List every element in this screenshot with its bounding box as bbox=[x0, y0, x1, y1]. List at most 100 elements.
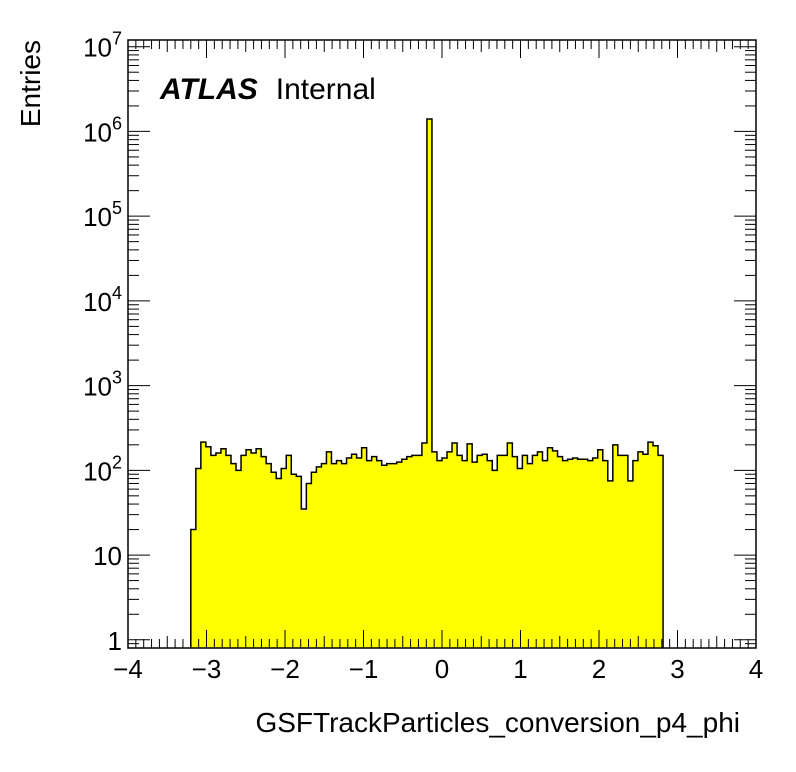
histogram-bar bbox=[401, 459, 408, 648]
histogram-bar bbox=[301, 508, 307, 648]
histogram-bar bbox=[241, 455, 247, 648]
histogram-bar bbox=[607, 480, 614, 648]
histogram-bar bbox=[567, 459, 574, 648]
histogram-bar bbox=[366, 460, 373, 648]
histogram-bar bbox=[205, 446, 212, 648]
x-tick-label: 1 bbox=[513, 654, 527, 684]
histogram-bar bbox=[291, 474, 297, 648]
x-tick-label: 4 bbox=[749, 654, 763, 684]
histogram-bar bbox=[647, 442, 654, 648]
histogram-bar bbox=[562, 460, 568, 648]
histogram-bar bbox=[542, 460, 548, 648]
histogram-bar bbox=[467, 443, 473, 648]
histogram-bar bbox=[391, 463, 398, 648]
y-axis: 1 10 102 103 104 105 106 107 bbox=[83, 29, 756, 656]
histogram-bar bbox=[642, 454, 649, 648]
histogram-bar bbox=[442, 457, 448, 648]
histogram-bar bbox=[321, 463, 327, 648]
histogram-bar bbox=[356, 457, 363, 648]
histogram-bar bbox=[256, 448, 262, 648]
histogram-bar bbox=[331, 463, 337, 648]
histogram-bar bbox=[472, 462, 478, 648]
histogram-bar bbox=[421, 443, 428, 648]
histogram-bar bbox=[246, 449, 252, 648]
histogram-bar bbox=[482, 454, 488, 648]
histogram-bar bbox=[371, 456, 378, 648]
histogram-bar bbox=[296, 476, 302, 648]
histogram-bar bbox=[336, 460, 342, 648]
histogram-bar bbox=[457, 455, 463, 648]
histogram-bar bbox=[286, 455, 292, 648]
histogram-bar bbox=[230, 463, 237, 648]
histogram-bar bbox=[190, 529, 197, 648]
histogram-bar bbox=[537, 451, 543, 648]
histogram-bar bbox=[215, 453, 222, 648]
histogram-bar bbox=[447, 451, 453, 648]
histogram-bar bbox=[210, 455, 217, 648]
atlas-label-bold: ATLAS bbox=[159, 73, 258, 106]
histogram-bar bbox=[552, 450, 558, 648]
histogram-bar bbox=[637, 451, 644, 648]
histogram-bar bbox=[341, 463, 347, 648]
histogram-bar bbox=[271, 472, 277, 648]
histogram-bar bbox=[522, 455, 528, 648]
histogram-bar bbox=[266, 463, 272, 648]
histogram-bar bbox=[507, 443, 513, 648]
histogram-bar bbox=[587, 460, 594, 648]
histogram-bar bbox=[220, 448, 227, 648]
y-tick-label: 10 bbox=[93, 541, 122, 571]
histogram-bar bbox=[612, 444, 619, 648]
histogram-bar bbox=[502, 455, 508, 648]
histogram-bar bbox=[326, 451, 332, 648]
x-tick-label: −3 bbox=[192, 654, 222, 684]
x-tick-label: 3 bbox=[670, 654, 684, 684]
histogram-bar bbox=[658, 455, 664, 648]
x-tick-label: −2 bbox=[270, 654, 300, 684]
histogram-bar bbox=[386, 463, 393, 648]
histogram-bar bbox=[261, 456, 267, 648]
histogram-bar bbox=[361, 447, 368, 648]
histogram-bar bbox=[195, 468, 202, 648]
histogram-bar bbox=[532, 455, 538, 648]
histogram-bar bbox=[492, 470, 498, 648]
histogram-bar bbox=[431, 451, 438, 648]
x-tick-label: −1 bbox=[349, 654, 379, 684]
histogram-bar bbox=[497, 455, 503, 648]
histogram-bar bbox=[200, 442, 207, 648]
histogram-bar bbox=[517, 468, 523, 648]
histogram-bar bbox=[351, 454, 357, 648]
histogram-bar bbox=[577, 459, 584, 648]
histogram-bar bbox=[597, 449, 604, 648]
histogram-bar bbox=[225, 455, 232, 648]
y-tick-label: 106 bbox=[83, 113, 122, 147]
histogram-bar bbox=[416, 455, 423, 648]
histogram-bar bbox=[582, 459, 589, 648]
histogram-bars bbox=[190, 118, 664, 649]
histogram-outline bbox=[190, 118, 664, 648]
histogram-bar bbox=[653, 445, 659, 648]
histogram-bar bbox=[406, 456, 413, 648]
histogram-bar bbox=[411, 455, 418, 648]
histogram-bar bbox=[627, 480, 634, 648]
atlas-label: ATLAS Internal bbox=[159, 73, 376, 106]
histogram-bar bbox=[622, 455, 629, 648]
histogram-bar bbox=[557, 456, 563, 648]
x-axis-title: GSFTrackParticles_conversion_p4_phi bbox=[255, 707, 740, 738]
x-tick-label: −4 bbox=[113, 654, 143, 684]
x-tick-label: 0 bbox=[435, 654, 449, 684]
y-axis-title: Entries bbox=[15, 40, 46, 127]
histogram-bar bbox=[251, 453, 257, 648]
x-tick-label: 2 bbox=[592, 654, 606, 684]
histogram-bar bbox=[306, 483, 312, 648]
histogram-bar bbox=[316, 466, 322, 648]
histogram-bar bbox=[602, 460, 609, 648]
histogram-bar bbox=[592, 457, 599, 648]
y-tick-label: 103 bbox=[83, 368, 122, 402]
histogram-bar bbox=[512, 456, 518, 648]
histogram-bar bbox=[311, 472, 317, 648]
histogram-bar bbox=[396, 462, 403, 648]
x-axis: −4 −3 −2 −1 0 1 2 3 4 bbox=[113, 40, 763, 684]
histogram-bar bbox=[487, 460, 493, 648]
y-tick-label: 104 bbox=[83, 283, 122, 317]
